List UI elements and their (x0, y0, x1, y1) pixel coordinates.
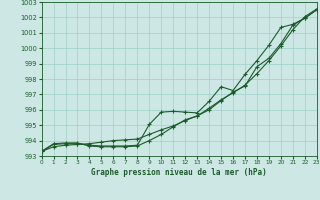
X-axis label: Graphe pression niveau de la mer (hPa): Graphe pression niveau de la mer (hPa) (91, 168, 267, 177)
